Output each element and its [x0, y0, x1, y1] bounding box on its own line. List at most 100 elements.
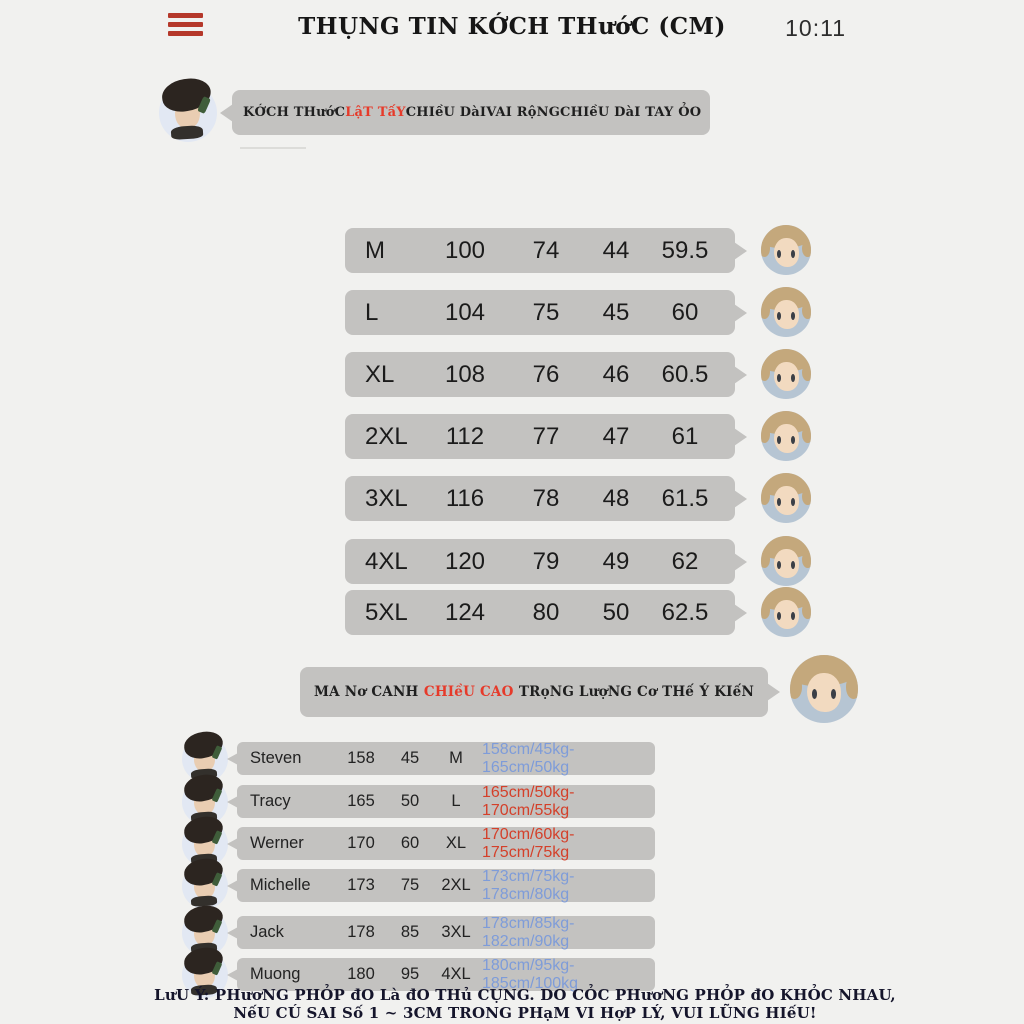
shoulder-value: 49 [602, 547, 630, 575]
avatar-eyes [777, 498, 796, 506]
bubble-tail [227, 968, 238, 981]
dark-boy-avatar-icon [182, 945, 228, 998]
sleeve-value: 61.5 [661, 484, 709, 512]
shoulder-value: 48 [602, 484, 630, 512]
col-size-label: KỚCH THướC [243, 105, 346, 120]
size-label: 5XL [365, 598, 408, 626]
col-height-label: CHIềU CAO [423, 684, 514, 700]
size-row-bubble: 4XL 120 79 49 62 [345, 539, 747, 584]
blonde-boy-avatar-icon [790, 655, 858, 723]
footer-line-2: NếU CÚ SAI Số 1 ~ 3CM TRONG PHạM VI HợP … [233, 1004, 817, 1022]
model-size: 3XL [441, 923, 471, 941]
length-value: 76 [532, 360, 560, 388]
col-model-label: MA Nơ CANH [314, 684, 419, 700]
model-range: 165cm/50kg-170cm/55kg [482, 783, 575, 819]
bubble-tail [734, 489, 747, 508]
model-height: 173 [347, 876, 375, 894]
avatar-hair [761, 287, 811, 310]
avatar-hair [761, 488, 770, 505]
size-label: 4XL [365, 547, 408, 575]
length-value: 78 [532, 484, 560, 512]
size-table-header: KỚCH THướC LậT TấY CHIềU DàI VAI RộNG CH… [220, 90, 710, 135]
shoulder-value: 45 [602, 298, 630, 326]
model-weight: 60 [400, 834, 420, 852]
size-row-bubble: 2XL 112 77 47 61 [345, 414, 747, 459]
status-time: 10:11 [785, 15, 846, 41]
model-row-bubble: Werner 170 60 XL 170cm/60kg-175cm/75kg [227, 826, 655, 861]
avatar-hair [802, 240, 811, 257]
sleeve-value: 62.5 [661, 598, 709, 626]
sleeve-value: 60 [671, 298, 699, 326]
col-length-label: CHIềU DàI [405, 105, 487, 120]
size-row: 4XL 120 79 49 62 [0, 536, 1024, 586]
dark-boy-avatar-icon [182, 856, 228, 909]
avatar-eyes [777, 374, 796, 382]
bubble-tail [227, 879, 238, 892]
avatar-hair [761, 426, 770, 443]
chest-value: 124 [444, 598, 486, 626]
size-row-bubble: L 104 75 45 60 [345, 290, 747, 335]
bubble-tail [227, 795, 238, 808]
model-size: 4XL [441, 965, 471, 983]
model-height: 178 [347, 923, 375, 941]
shoulder-value: 47 [602, 422, 630, 450]
size-row-bubble: XL 108 76 46 60.5 [345, 352, 747, 397]
blonde-boy-avatar-icon [761, 587, 811, 637]
size-label: M [365, 236, 385, 264]
model-row: Tracy 165 50 L 165cm/50kg-170cm/55kg [0, 772, 1024, 825]
model-size: M [449, 749, 463, 767]
avatar-hair [761, 602, 770, 619]
bubble-tail [227, 926, 238, 939]
length-value: 77 [532, 422, 560, 450]
footer-note: LưU Ý: PHươNG PHỎP đO Là đO THủ CỤNG. DO… [0, 986, 1024, 1022]
model-name: Tracy [250, 792, 291, 810]
avatar-hair [802, 488, 811, 505]
avatar-eyes [777, 250, 796, 258]
bubble-tail [220, 103, 233, 122]
size-row-bubble: 5XL 124 80 50 62.5 [345, 590, 747, 635]
avatar-hair [845, 675, 858, 699]
model-row-bubble: Steven 158 45 M 158cm/45kg-165cm/50kg [227, 740, 655, 776]
model-size: L [451, 792, 461, 810]
model-row-bubble: Jack 178 85 3XL 178cm/85kg-182cm/90kg [227, 915, 655, 950]
blonde-boy-avatar-icon [761, 225, 811, 275]
blonde-boy-avatar-icon [761, 349, 811, 399]
model-range: 158cm/45kg-165cm/50kg [482, 740, 575, 776]
model-range: 180cm/95kg-185cm/100kg [482, 956, 579, 992]
avatar-hair [761, 473, 811, 496]
size-row: 3XL 116 78 48 61.5 [0, 473, 1024, 523]
sleeve-value: 59.5 [661, 236, 709, 264]
avatar-hair [761, 240, 770, 257]
length-value: 75 [532, 298, 560, 326]
size-label: XL [365, 360, 395, 388]
chest-value: 116 [445, 484, 485, 512]
size-label: 2XL [365, 422, 408, 450]
page-title: THỤNG TIN KỚCH THướC (CM) [298, 13, 726, 40]
bubble-tail [734, 603, 747, 622]
hamburger-icon [168, 31, 203, 36]
model-row: Jack 178 85 3XL 178cm/85kg-182cm/90kg [0, 903, 1024, 956]
bubble-tail [734, 365, 747, 384]
blonde-boy-avatar-icon [761, 536, 811, 586]
avatar-hair [790, 675, 803, 699]
avatar-hair [761, 551, 770, 568]
blonde-boy-avatar-icon [761, 287, 811, 337]
model-height: 165 [347, 792, 375, 810]
blonde-boy-avatar-icon [761, 473, 811, 523]
length-value: 79 [532, 547, 560, 575]
avatar-eyes [777, 436, 796, 444]
model-name: Muong [250, 965, 301, 983]
menu-button[interactable] [168, 13, 203, 38]
avatar-hair [761, 536, 811, 559]
model-row: Werner 170 60 XL 170cm/60kg-175cm/75kg [0, 814, 1024, 867]
size-label: L [365, 298, 379, 326]
size-label: 3XL [365, 484, 408, 512]
shoulder-value: 44 [602, 236, 630, 264]
model-row-bubble: Tracy 165 50 L 165cm/50kg-170cm/55kg [227, 783, 655, 819]
model-height: 158 [347, 749, 375, 767]
model-size: 2XL [441, 876, 471, 894]
col-shoulder-label: VAI RộNG [486, 105, 561, 120]
model-height: 170 [347, 834, 375, 852]
size-row: M 100 74 44 59.5 [0, 225, 1024, 275]
avatar-hair [802, 302, 811, 319]
